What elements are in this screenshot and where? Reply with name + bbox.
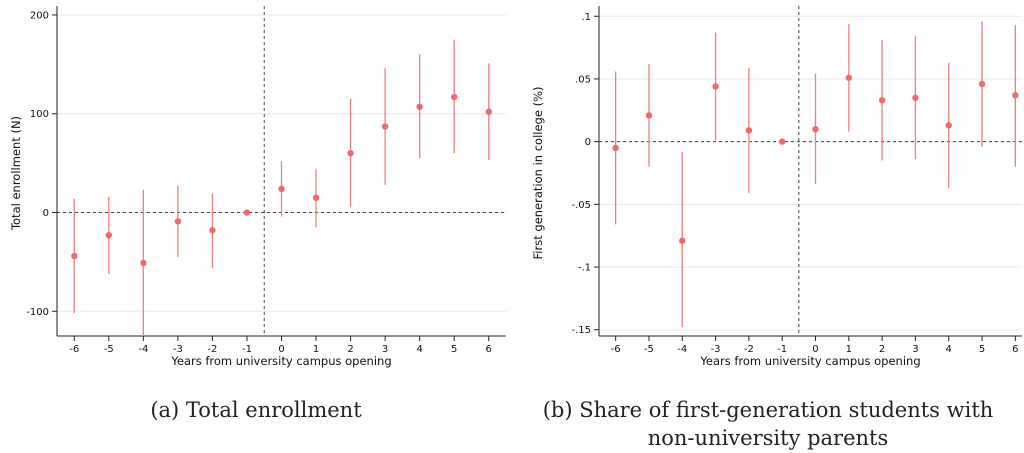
- y-axis-title: First generation in college (%): [531, 87, 545, 260]
- coefficient-point: [645, 112, 653, 119]
- x-tick-label: -5: [104, 344, 114, 355]
- x-tick-label: 4: [946, 344, 952, 355]
- y-tick-label: .1: [581, 12, 591, 23]
- x-tick-label: -5: [644, 344, 654, 355]
- y-tick-label: .05: [575, 74, 591, 85]
- x-tick-label: 3: [912, 344, 918, 355]
- coefficient-point: [347, 150, 354, 157]
- coefficient-point: [612, 144, 619, 152]
- coefficient-point: [745, 127, 753, 134]
- coefficient-point: [416, 103, 423, 111]
- x-tick-label: 6: [1012, 344, 1018, 355]
- coefficient-point: [105, 232, 113, 239]
- x-tick-label: 4: [416, 344, 422, 355]
- x-tick-label: 5: [979, 344, 985, 355]
- coefficient-point: [140, 259, 147, 267]
- coefficient-point: [243, 209, 251, 216]
- x-axis-title: Years from university campus opening: [699, 354, 920, 368]
- coefficient-point: [812, 125, 819, 133]
- coefficient-point: [945, 122, 952, 129]
- x-tick-label: -4: [138, 344, 148, 355]
- y-tick-label: 0: [43, 208, 49, 219]
- x-tick-label: 0: [278, 344, 284, 355]
- coefficient-point: [1012, 92, 1019, 99]
- caption-a: (a) Total enrollment: [150, 398, 362, 422]
- y-tick-label: -.05: [571, 200, 591, 211]
- coefficient-point: [878, 97, 886, 104]
- coefficient-point: [312, 194, 320, 201]
- chart-total-enrollment: -100 0 100 200 -6 -5 -4 -3 -2 -1 0 1 2 3 4 5 6 Years from…: [9, 6, 506, 368]
- x-tick-label: 2: [347, 344, 353, 355]
- coefficient-point: [485, 108, 492, 115]
- caption-b-line2: non-university parents: [647, 426, 889, 450]
- x-tick-label: 2: [879, 344, 885, 355]
- x-tick-label: -3: [173, 344, 183, 355]
- y-tick-label: -100: [26, 307, 49, 318]
- coefficient-point: [912, 94, 919, 101]
- x-tick-label: -2: [207, 344, 217, 355]
- y-tick-label: -.15: [571, 325, 591, 336]
- x-tick-label: -3: [711, 344, 721, 355]
- y-tick-label: 200: [30, 10, 49, 21]
- x-tick-label: -6: [69, 344, 79, 355]
- coefficient-point: [712, 83, 719, 90]
- x-tick-label: -1: [242, 344, 252, 355]
- coefficient-point: [278, 185, 285, 193]
- x-tick-label: 0: [812, 344, 818, 355]
- coefficient-point: [450, 93, 458, 101]
- coefficient-point: [778, 138, 786, 145]
- panel-total-enrollment: -100 0 100 200 -6 -5 -4 -3 -2 -1 0 1 2 3 4 5 6 Years from…: [9, 6, 506, 422]
- x-axis-title: Years from university campus opening: [170, 354, 391, 368]
- x-tick-label: 1: [846, 344, 852, 355]
- coefficient-point: [679, 237, 686, 244]
- x-tick-label: -2: [744, 344, 754, 355]
- coefficient-point: [174, 218, 182, 225]
- x-tick-label: 6: [486, 344, 492, 355]
- coefficient-point: [845, 74, 853, 81]
- y-tick-label: 0: [585, 137, 591, 148]
- coefficient-point: [71, 252, 78, 260]
- x-tick-label: -4: [677, 344, 687, 355]
- x-tick-label: -6: [611, 344, 621, 355]
- coefficient-point: [978, 80, 986, 88]
- x-tick-label: -1: [777, 344, 787, 355]
- x-tick-label: 3: [382, 344, 388, 355]
- caption-b-line1: (b) Share of first-generation students w…: [542, 398, 994, 422]
- y-axis-title: Total enrollment (N): [9, 116, 23, 231]
- coefficient-point: [209, 227, 216, 234]
- y-tick-label: 100: [30, 109, 49, 120]
- y-tick-label: -.1: [578, 263, 591, 274]
- x-tick-label: 1: [313, 344, 319, 355]
- caption-b: (b) Share of first-generation students w…: [512, 396, 1024, 452]
- panel-first-generation-share: -.15 -.1 -.05 0 .05 .1 -6 -5 -4 -3 -2 -1 0 1 2 3 4 5 6 Year…: [512, 0, 1024, 453]
- chart-first-generation-share: -.15 -.1 -.05 0 .05 .1 -6 -5 -4 -3 -2 -1 0 1 2 3 4 5 6 Year…: [531, 6, 1022, 368]
- x-tick-label: 5: [451, 344, 457, 355]
- coefficient-point: [381, 123, 389, 130]
